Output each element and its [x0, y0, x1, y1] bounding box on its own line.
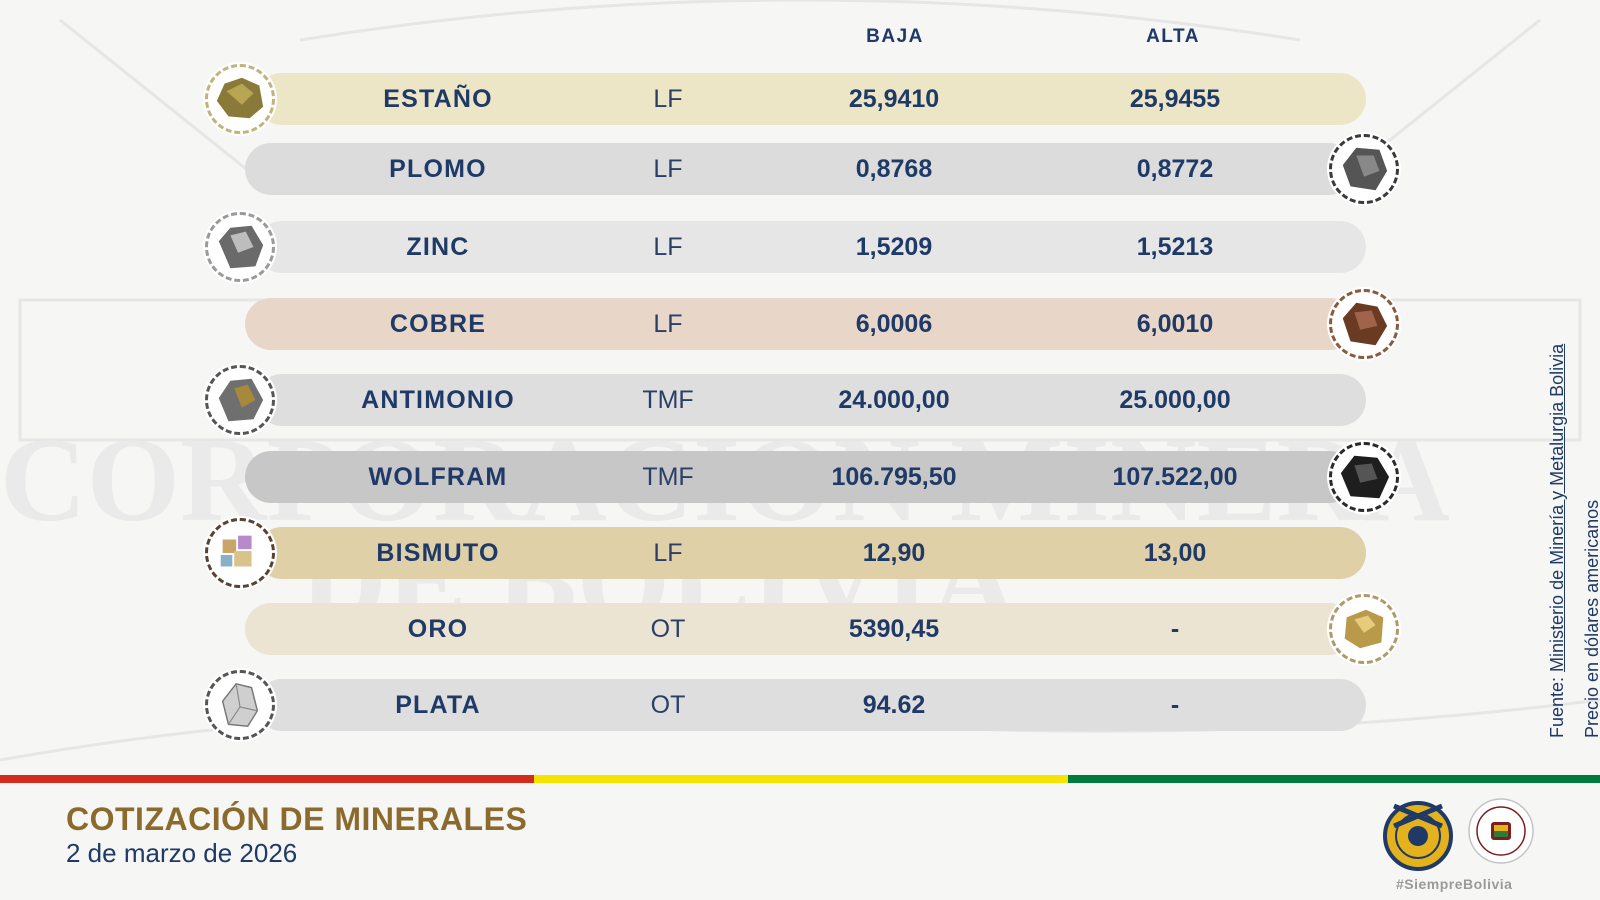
mineral-name: ESTAÑO — [383, 85, 493, 113]
gold-nugget-icon — [1327, 592, 1401, 666]
mineral-unit: LF — [653, 310, 683, 338]
price-high: 1,5213 — [1136, 233, 1214, 261]
source-note: Fuente: Ministerio de Minería y Metalurg… — [1547, 344, 1568, 738]
mineral-unit: LF — [653, 539, 683, 567]
table-row: ANTIMONIO TMF 24.000,00 25.000,00 — [0, 363, 1600, 437]
price-high: - — [1170, 691, 1180, 719]
row-band — [256, 374, 1366, 426]
page-date: 2 de marzo de 2026 — [66, 838, 298, 868]
table-row: COBRE LF 6,0006 6,0010 — [0, 287, 1600, 361]
source-prefix: Fuente: — [1547, 671, 1567, 738]
comibol-logo — [1383, 801, 1453, 871]
price-high: 25,9455 — [1129, 85, 1221, 113]
row-band — [245, 298, 1355, 350]
source-link[interactable]: Ministerio de Minería y Metalurgia Boliv… — [1547, 343, 1567, 672]
mineral-name: ORO — [407, 615, 469, 643]
mineral-unit: LF — [653, 155, 683, 183]
zinc-ore-icon — [203, 210, 277, 284]
row-band — [256, 527, 1366, 579]
column-header-low: BAJA — [866, 26, 924, 47]
price-low: 25,9410 — [848, 85, 940, 113]
bismuth-crystal-icon — [203, 516, 277, 590]
price-high: - — [1170, 615, 1180, 643]
presidencia-seal — [1468, 798, 1534, 864]
tin-ore-icon — [203, 62, 277, 136]
mineral-unit: LF — [653, 233, 683, 261]
price-high: 0,8772 — [1136, 155, 1214, 183]
price-low: 6,0006 — [855, 310, 933, 338]
row-band — [245, 143, 1355, 195]
price-high: 6,0010 — [1136, 310, 1214, 338]
copper-ore-icon — [1327, 287, 1401, 361]
price-low: 24.000,00 — [838, 386, 950, 414]
mineral-unit: LF — [653, 85, 683, 113]
flag-stripe-yellow — [534, 775, 1068, 783]
antimony-ore-icon — [203, 363, 277, 437]
price-note: Precio en dólares americanos — [1582, 499, 1600, 738]
mineral-name: PLATA — [395, 691, 481, 719]
mineral-unit: TMF — [642, 386, 694, 414]
row-band — [256, 221, 1366, 273]
mineral-name: ZINC — [406, 233, 470, 261]
mineral-name: ANTIMONIO — [361, 386, 515, 414]
row-band — [256, 73, 1366, 125]
flag-stripe-red — [0, 775, 534, 783]
row-band — [256, 679, 1366, 731]
column-header-high: ALTA — [1146, 26, 1200, 47]
table-row: ESTAÑO LF 25,9410 25,9455 — [0, 62, 1600, 136]
price-low: 106.795,50 — [831, 463, 957, 491]
price-low: 5390,45 — [848, 615, 940, 643]
mineral-unit: OT — [650, 615, 686, 643]
price-high: 13,00 — [1143, 539, 1207, 567]
wolfram-ore-icon — [1327, 440, 1401, 514]
page-title: COTIZACIÓN DE MINERALES — [66, 801, 528, 837]
mineral-name: BISMUTO — [376, 539, 500, 567]
table-row: WOLFRAM TMF 106.795,50 107.522,00 — [0, 440, 1600, 514]
mineral-unit: TMF — [642, 463, 694, 491]
price-low: 94.62 — [862, 691, 926, 719]
price-low: 1,5209 — [855, 233, 933, 261]
mineral-unit: OT — [650, 691, 686, 719]
row-band — [245, 451, 1355, 503]
table-row: ORO OT 5390,45 - — [0, 592, 1600, 666]
table-row: BISMUTO LF 12,90 13,00 — [0, 516, 1600, 590]
table-row: PLOMO LF 0,8768 0,8772 — [0, 132, 1600, 206]
mineral-name: COBRE — [389, 310, 487, 338]
hashtag: #SiemprеBolivia — [1396, 876, 1513, 892]
lead-ore-icon — [1327, 132, 1401, 206]
price-low: 0,8768 — [855, 155, 933, 183]
price-low: 12,90 — [862, 539, 926, 567]
price-high: 25.000,00 — [1119, 386, 1231, 414]
silver-crystal-icon — [203, 668, 277, 742]
table-row: ZINC LF 1,5209 1,5213 — [0, 210, 1600, 284]
mineral-name: PLOMO — [389, 155, 487, 183]
price-high: 107.522,00 — [1112, 463, 1238, 491]
table-row: PLATA OT 94.62 - — [0, 668, 1600, 742]
row-band — [245, 603, 1355, 655]
flag-stripe-green — [1068, 775, 1600, 783]
mineral-name: WOLFRAM — [368, 463, 508, 491]
